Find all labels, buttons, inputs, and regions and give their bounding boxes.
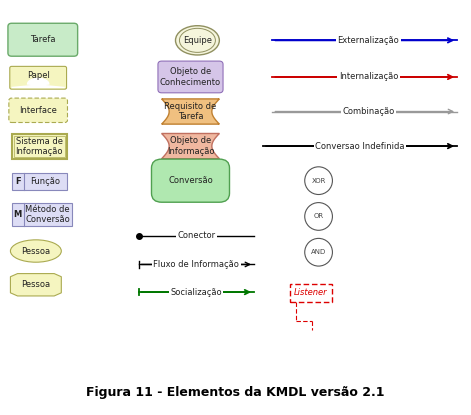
Ellipse shape [305,167,333,195]
FancyBboxPatch shape [10,66,66,89]
Text: Papel: Papel [27,71,49,80]
Text: Conversão: Conversão [168,176,213,185]
Text: Tarefa: Tarefa [30,35,56,44]
Text: Fluxo de Informação: Fluxo de Informação [154,260,239,269]
FancyBboxPatch shape [8,23,78,56]
Text: OR: OR [314,213,324,220]
Polygon shape [162,134,219,159]
Text: Pessoa: Pessoa [21,280,50,289]
Ellipse shape [305,203,333,230]
Polygon shape [162,99,219,124]
Text: Externalização: Externalização [338,36,399,45]
Text: AND: AND [311,249,326,255]
FancyBboxPatch shape [9,98,67,122]
FancyBboxPatch shape [152,159,229,202]
Text: Objeto de
Conhecimento: Objeto de Conhecimento [160,67,221,87]
Text: Conector: Conector [177,232,215,240]
Ellipse shape [305,238,333,266]
Text: Internalização: Internalização [339,73,398,81]
Text: Método de
Conversão: Método de Conversão [25,205,70,225]
Text: Objeto de
Informação: Objeto de Informação [167,137,214,156]
Text: Figura 11 - Elementos da KMDL versão 2.1: Figura 11 - Elementos da KMDL versão 2.1 [86,386,385,399]
Text: Sistema de
Informação: Sistema de Informação [16,137,63,156]
Text: Requisito de
Tarefa: Requisito de Tarefa [164,102,217,121]
FancyBboxPatch shape [12,134,67,159]
Text: Equipe: Equipe [183,36,212,45]
FancyBboxPatch shape [12,173,67,190]
Text: Conversao Indefinida: Conversao Indefinida [316,142,405,151]
Text: Listener: Listener [294,288,327,297]
Text: XOR: XOR [311,178,326,184]
Text: Socialização: Socialização [171,288,222,297]
FancyBboxPatch shape [158,61,223,93]
Ellipse shape [10,240,61,262]
Text: F: F [15,177,20,186]
FancyBboxPatch shape [12,203,72,226]
Text: Pessoa: Pessoa [21,247,50,256]
Text: Combinação: Combinação [342,107,395,116]
Ellipse shape [176,26,219,55]
Text: M: M [14,210,22,219]
FancyBboxPatch shape [290,283,332,302]
Text: Interface: Interface [19,106,57,115]
Text: Função: Função [30,177,60,186]
Polygon shape [10,273,61,296]
Polygon shape [12,78,65,88]
